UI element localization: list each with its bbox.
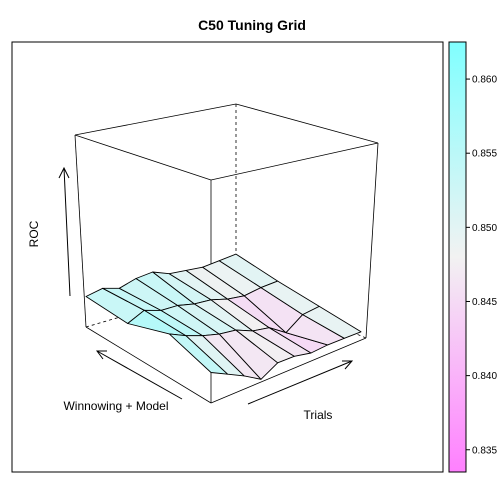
colorkey-bar: [449, 42, 466, 472]
x-axis-label: Trials: [304, 408, 333, 422]
z-axis-arrow: [59, 168, 70, 296]
colorkey-tick-label: 0.845: [472, 297, 497, 308]
y-axis-arrow: [97, 351, 182, 399]
colorkey-tick-label: 0.855: [472, 149, 497, 160]
colorkey-tick-label: 0.850: [472, 223, 497, 234]
colorkey-tick-label: 0.840: [472, 371, 497, 382]
colorkey-ticks: 0.835 0.840 0.845 0.850 0.855 0.860: [466, 75, 497, 457]
y-axis-label: Winnowing + Model: [63, 399, 168, 413]
z-axis-label: ROC: [27, 220, 41, 247]
chart-title: C50 Tuning Grid: [198, 17, 306, 33]
colorkey-tick-label: 0.835: [472, 445, 497, 456]
colorkey-tick-label: 0.860: [472, 75, 497, 86]
surface-plot: [86, 254, 361, 379]
